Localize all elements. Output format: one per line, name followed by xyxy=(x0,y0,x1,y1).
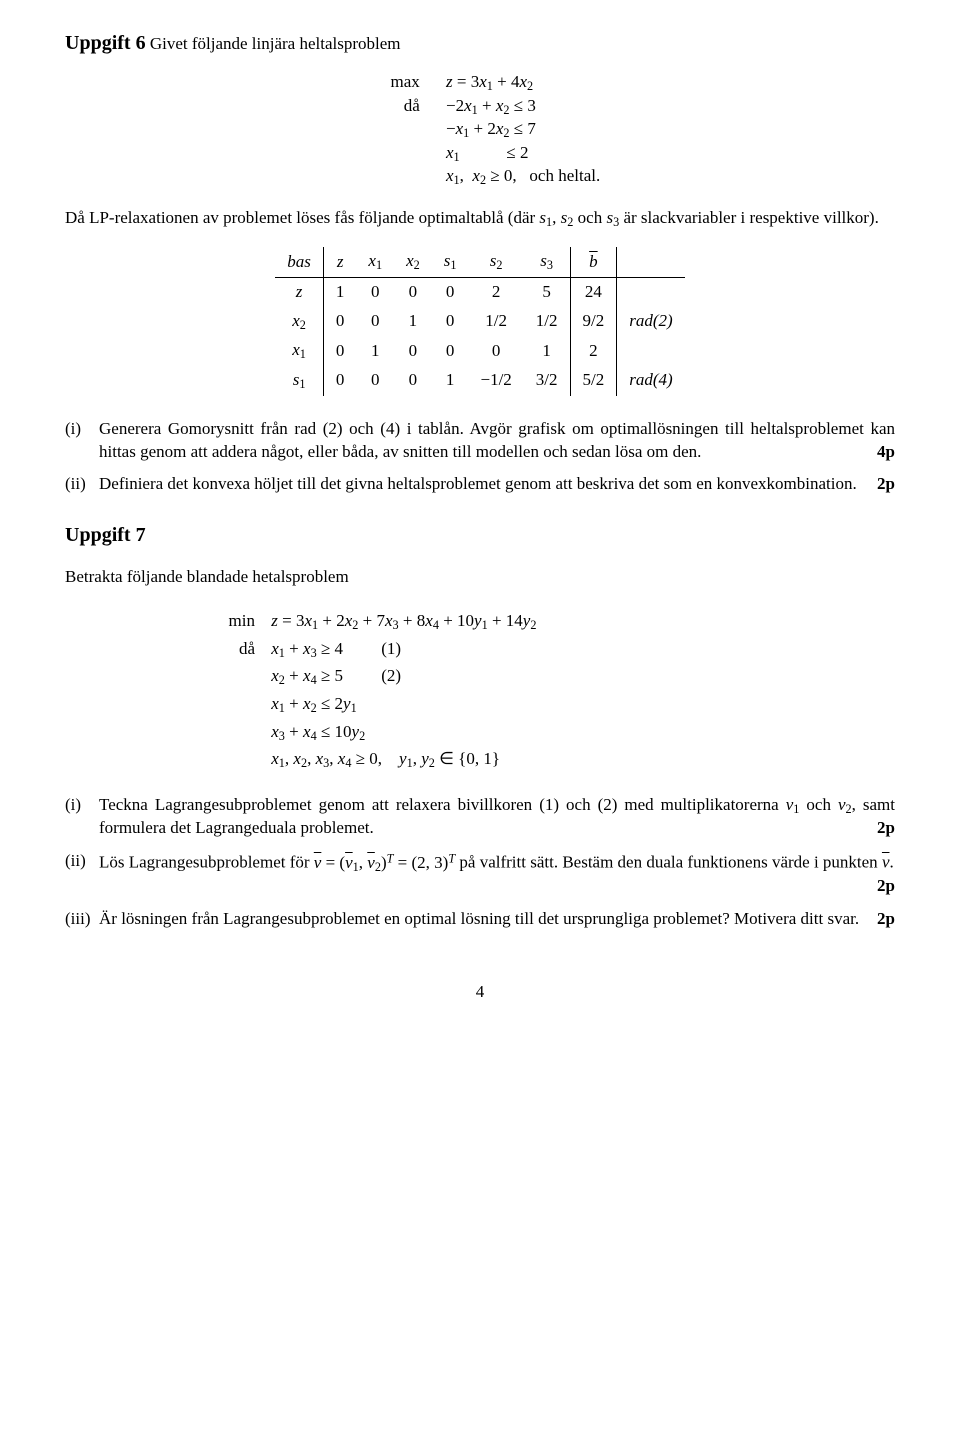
simplex-tableau: bas z x1 x2 s1 s2 s3 b z 1 0 0 0 2 5 24 … xyxy=(65,247,895,395)
points-badge: 2p xyxy=(877,817,895,840)
exercise-6-title: Uppgift 6 xyxy=(65,32,146,54)
exercise-6-items: (i) Generera Gomorysnitt från rad (2) oc… xyxy=(65,418,895,497)
col-bbar: b xyxy=(570,247,617,277)
col-s2: s2 xyxy=(468,247,523,277)
exercise-7-lp: min z = 3x1 + 2x2 + 7x3 + 8x4 + 10y1 + 1… xyxy=(195,606,895,775)
col-x2: x2 xyxy=(394,247,432,277)
tableau-row: x1 0 1 0 0 0 1 2 xyxy=(275,336,684,366)
item-6-i: (i) Generera Gomorysnitt från rad (2) oc… xyxy=(65,418,895,464)
tableau-header-row: bas z x1 x2 s1 s2 s3 b xyxy=(275,247,684,277)
col-z: z xyxy=(323,247,356,277)
exercise-7-title: Uppgift 7 xyxy=(65,524,146,546)
col-s3: s3 xyxy=(524,247,570,277)
col-x1: x1 xyxy=(356,247,394,277)
exercise-7-intro: Betrakta följande blandade hetalsproblem xyxy=(65,566,895,589)
item-7-ii: (ii) Lös Lagrangesubproblemet för v = (v… xyxy=(65,850,895,898)
label-subject-to: då xyxy=(360,95,442,118)
exercise-6-lp: max z = 3x1 + 4x2 då −2x1 + x2 ≤ 3 −x1 +… xyxy=(65,71,895,189)
tableau-row: x2 0 0 1 0 1/2 1/2 9/2 rad(2) xyxy=(275,307,684,337)
points-badge: 2p xyxy=(877,875,895,898)
item-7-iii: (iii) Är lösningen från Lagrangesubprobl… xyxy=(65,908,895,931)
points-badge: 2p xyxy=(877,908,895,931)
item-7-i: (i) Teckna Lagrangesubproblemet genom at… xyxy=(65,794,895,841)
label-max: max xyxy=(360,71,442,94)
col-bas: bas xyxy=(275,247,323,277)
item-6-ii: (ii) Definiera det konvexa höljet till d… xyxy=(65,473,895,496)
exercise-6-heading: Uppgift 6 Givet följande linjära heltals… xyxy=(65,30,895,57)
exercise-7-heading: Uppgift 7 xyxy=(65,522,895,549)
tableau-row: z 1 0 0 0 2 5 24 xyxy=(275,277,684,306)
exercise-7-items: (i) Teckna Lagrangesubproblemet genom at… xyxy=(65,794,895,931)
exercise-6-subtitle: Givet följande linjära heltalsproblem xyxy=(146,34,401,53)
exercise-6-paragraph: Då LP-relaxationen av problemet löses få… xyxy=(65,207,895,231)
tableau-row: s1 0 0 0 1 −1/2 3/2 5/2 rad(4) xyxy=(275,366,684,396)
page-number: 4 xyxy=(65,981,895,1004)
label-min: min xyxy=(195,610,267,633)
label-subject-to-2: då xyxy=(195,638,267,661)
points-badge: 4p xyxy=(877,441,895,464)
points-badge: 2p xyxy=(877,473,895,496)
col-s1: s1 xyxy=(432,247,469,277)
